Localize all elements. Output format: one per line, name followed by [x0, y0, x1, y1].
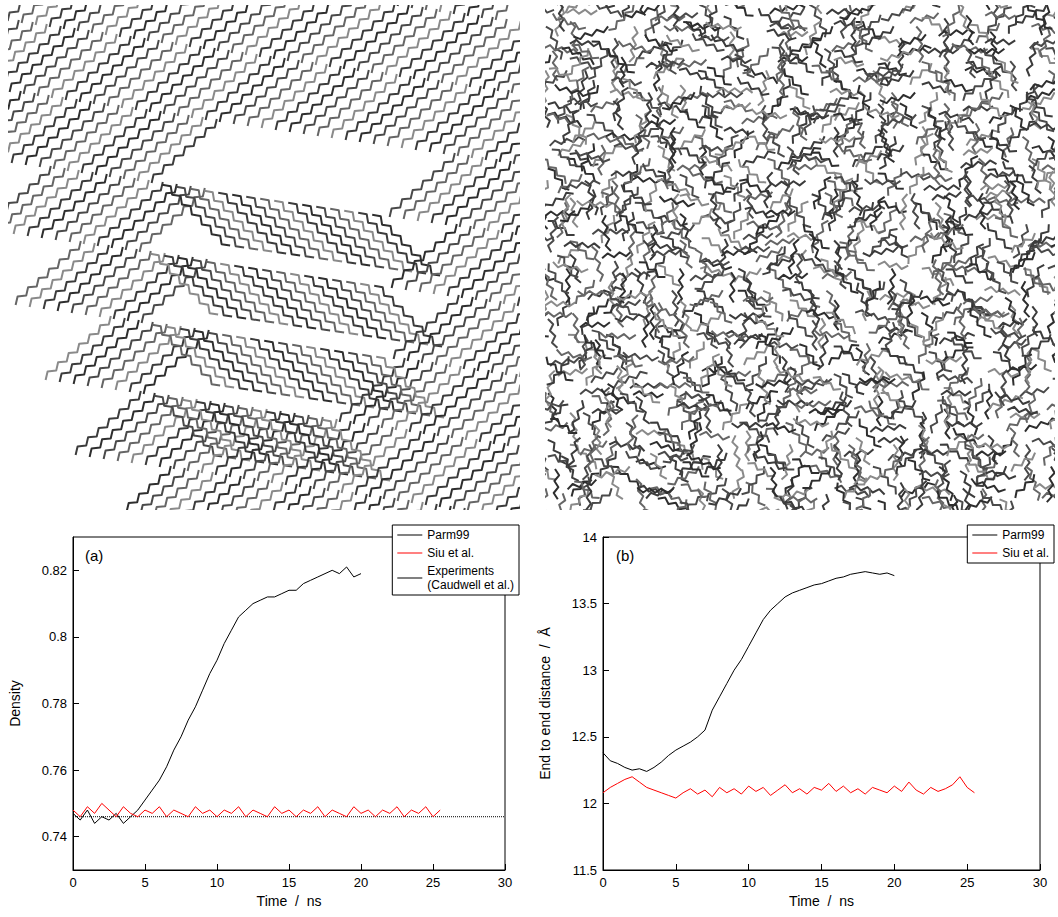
svg-text:13: 13 [583, 663, 597, 678]
svg-text:0: 0 [69, 875, 76, 890]
svg-text:25: 25 [426, 875, 440, 890]
svg-text:10: 10 [210, 875, 224, 890]
svg-text:(Caudwell et al.): (Caudwell et al.) [427, 578, 514, 592]
svg-text:(a): (a) [85, 547, 103, 564]
svg-text:11.5: 11.5 [573, 863, 597, 878]
svg-text:5: 5 [141, 875, 148, 890]
svg-text:Time / ns: Time / ns [257, 893, 322, 909]
svg-text:12: 12 [583, 796, 597, 811]
svg-text:0.78: 0.78 [42, 696, 67, 711]
svg-text:Parm99: Parm99 [427, 528, 469, 542]
svg-text:Density: Density [7, 680, 23, 727]
svg-text:25: 25 [960, 875, 974, 890]
svg-text:End to end distance / Å: End to end distance / Å [537, 627, 553, 780]
svg-text:0: 0 [599, 875, 606, 890]
svg-text:30: 30 [498, 875, 512, 890]
svg-text:20: 20 [354, 875, 368, 890]
svg-text:(b): (b) [616, 547, 634, 564]
svg-text:15: 15 [814, 875, 828, 890]
svg-text:20: 20 [887, 875, 901, 890]
svg-text:Siu et al.: Siu et al. [427, 546, 474, 560]
svg-text:10: 10 [741, 875, 755, 890]
svg-text:30: 30 [1033, 875, 1047, 890]
svg-text:15: 15 [282, 875, 296, 890]
svg-text:Time / ns: Time / ns [789, 893, 854, 909]
svg-text:13.5: 13.5 [572, 596, 597, 611]
svg-text:12.5: 12.5 [572, 729, 597, 744]
svg-text:0.82: 0.82 [42, 563, 67, 578]
svg-text:0.8: 0.8 [49, 629, 67, 644]
svg-text:0.76: 0.76 [42, 763, 67, 778]
svg-text:Experiments: Experiments [427, 564, 494, 578]
svg-text:14: 14 [583, 530, 597, 545]
svg-text:Parm99: Parm99 [1002, 528, 1044, 542]
svg-text:5: 5 [672, 875, 679, 890]
svg-text:Siu et al.: Siu et al. [1002, 546, 1049, 560]
svg-text:0.74: 0.74 [42, 829, 67, 844]
